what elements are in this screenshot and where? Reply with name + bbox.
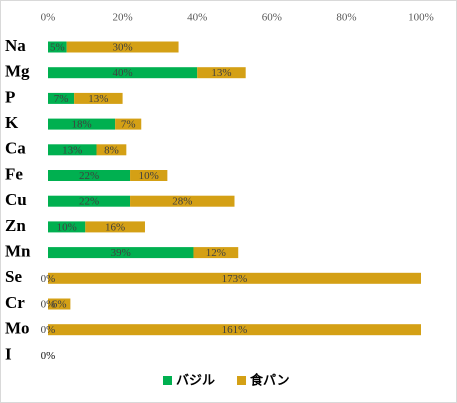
bar bbox=[197, 67, 246, 79]
legend-swatch bbox=[237, 376, 247, 385]
y-tick-label: P bbox=[5, 87, 15, 106]
bar bbox=[48, 67, 198, 79]
bar bbox=[130, 170, 168, 181]
y-tick-label: Na bbox=[5, 36, 26, 55]
data-label: 0% bbox=[41, 324, 56, 336]
bar bbox=[48, 170, 131, 181]
bar bbox=[193, 247, 239, 259]
data-label: 161% bbox=[222, 324, 248, 336]
data-label: 22% bbox=[79, 170, 99, 182]
x-tick-label: 0% bbox=[41, 12, 56, 24]
legend-label: バジル bbox=[176, 374, 215, 389]
bar bbox=[48, 41, 67, 53]
y-tick-label: Cu bbox=[5, 190, 27, 209]
y-tick-label: I bbox=[5, 344, 12, 363]
data-label: 173% bbox=[222, 273, 248, 285]
bar bbox=[115, 118, 142, 130]
data-label: 10% bbox=[57, 221, 77, 233]
data-label: 39% bbox=[111, 247, 131, 259]
x-tick-label: 80% bbox=[336, 12, 356, 24]
data-label: 6% bbox=[52, 299, 67, 311]
bar bbox=[48, 247, 194, 259]
plot-area bbox=[48, 41, 421, 336]
bar bbox=[48, 324, 421, 336]
bar bbox=[48, 272, 421, 284]
bar bbox=[130, 195, 235, 207]
y-tick-label: Cr bbox=[5, 293, 25, 312]
data-label: 7% bbox=[54, 93, 69, 105]
bar bbox=[74, 92, 123, 104]
data-label: 5% bbox=[50, 42, 65, 54]
bar bbox=[96, 144, 127, 156]
data-label: 8% bbox=[104, 144, 119, 156]
legend-swatch bbox=[163, 376, 172, 385]
y-tick-label: Mg bbox=[5, 62, 30, 81]
y-tick-label: Ca bbox=[5, 139, 26, 158]
y-tick-label: Fe bbox=[5, 164, 23, 183]
data-label: 18% bbox=[71, 119, 91, 131]
x-tick-label: 60% bbox=[262, 12, 282, 24]
bar bbox=[66, 41, 179, 53]
data-label: 0% bbox=[41, 299, 56, 311]
data-label: 13% bbox=[88, 93, 108, 105]
data-label: 40% bbox=[113, 67, 133, 79]
bar bbox=[48, 221, 86, 233]
data-label: 30% bbox=[113, 42, 133, 54]
y-tick-label: Se bbox=[5, 267, 22, 286]
bar bbox=[48, 118, 116, 130]
x-tick-label: 100% bbox=[408, 12, 434, 24]
bar bbox=[48, 92, 75, 104]
data-label: 0% bbox=[41, 350, 56, 362]
legend-label: 食パン bbox=[250, 373, 290, 389]
x-tick-label: 40% bbox=[187, 12, 207, 24]
bar bbox=[85, 221, 145, 233]
bar bbox=[48, 144, 97, 156]
x-tick-label: 20% bbox=[113, 12, 133, 24]
bar bbox=[48, 195, 131, 207]
data-label: 16% bbox=[105, 221, 125, 233]
data-label: 0% bbox=[41, 273, 56, 285]
y-tick-label: Mn bbox=[5, 242, 31, 261]
data-label: 10% bbox=[139, 170, 159, 182]
bar bbox=[48, 298, 71, 310]
data-label: 13% bbox=[62, 144, 82, 156]
data-label: 22% bbox=[79, 196, 99, 208]
y-tick-label: K bbox=[5, 113, 19, 132]
data-label: 28% bbox=[172, 196, 192, 208]
data-label: 7% bbox=[121, 119, 136, 131]
y-tick-label: Mo bbox=[5, 319, 30, 338]
y-tick-label: Zn bbox=[5, 216, 26, 235]
data-label: 12% bbox=[206, 247, 226, 259]
data-label: 13% bbox=[211, 67, 231, 79]
data-label: 0% bbox=[41, 350, 56, 362]
